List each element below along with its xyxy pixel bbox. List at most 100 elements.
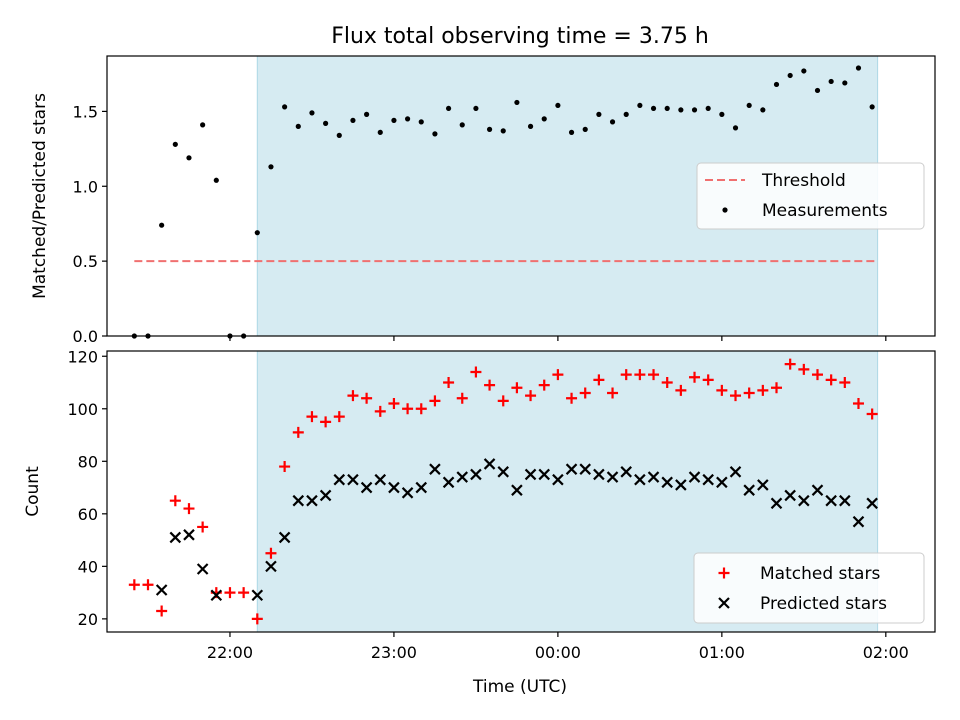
matched-star-point	[388, 398, 400, 410]
predicted-star-point	[634, 473, 646, 486]
measurement-point	[773, 81, 780, 88]
axes-frame	[106, 350, 936, 633]
matched-star-point	[156, 605, 168, 617]
predicted-star-point	[620, 466, 632, 478]
matched-star-point	[811, 369, 823, 381]
matched-star-point	[142, 579, 154, 591]
measurement-point	[787, 72, 793, 79]
matched-star-point	[620, 369, 632, 381]
measurement-point	[432, 131, 438, 137]
matched-star-point	[333, 411, 345, 423]
measurement-point	[445, 105, 452, 112]
matched-star-point	[292, 426, 304, 438]
matched-star-point	[415, 403, 427, 415]
measurement-point	[869, 104, 875, 110]
x-tick-label: 01:00	[699, 643, 745, 662]
predicted-star-point	[538, 468, 551, 481]
measurement-point	[760, 107, 766, 113]
matched-star-point	[484, 379, 496, 391]
predicted-star-point	[716, 476, 728, 489]
predicted-star-point	[360, 481, 373, 494]
matched-star-point	[279, 461, 291, 473]
predicted-star-point	[251, 589, 264, 602]
measurement-point	[295, 123, 301, 129]
predicted-star-point	[579, 463, 591, 475]
matched-star-point	[825, 374, 837, 386]
matched-star-point	[197, 521, 209, 533]
measurement-point	[391, 117, 397, 123]
measurement-point	[282, 104, 288, 110]
predicted-star-point	[784, 489, 796, 502]
measurement-point	[186, 155, 192, 161]
matched-star-point	[702, 374, 714, 386]
measurement-point	[213, 177, 219, 183]
measurement-point	[336, 132, 342, 138]
matched-star-point	[374, 405, 386, 417]
matched-star-point	[716, 384, 728, 396]
predicted-star-point	[183, 529, 195, 541]
predicted-star-point	[470, 468, 482, 481]
predicted-star-point	[347, 473, 359, 486]
predicted-star-point	[757, 479, 769, 491]
measurement-point	[350, 117, 356, 123]
measurement-point	[828, 78, 834, 85]
matched-star-point	[648, 369, 660, 381]
x-tick-label: 00:00	[535, 643, 581, 662]
matched-star-point	[607, 387, 619, 399]
measurement-point	[623, 111, 629, 117]
matched-star-point	[347, 390, 359, 402]
predicted-star-point	[401, 487, 414, 499]
matched-star-point	[525, 390, 537, 402]
measurement-point	[842, 80, 848, 86]
measurement-point	[814, 87, 821, 94]
predicted-star-point	[292, 494, 305, 507]
matched-star-point	[689, 371, 701, 383]
y-tick-label: 1.5	[73, 102, 98, 121]
matched-star-point	[771, 382, 783, 394]
measurement-point	[732, 125, 739, 131]
measurement-point	[514, 99, 520, 106]
matched-star-point	[743, 387, 755, 399]
measurement-point	[609, 119, 616, 125]
y-axis-label: Count	[23, 466, 43, 517]
legend: Matched stars Predicted stars	[693, 552, 925, 624]
y-tick-label: 20	[78, 610, 98, 629]
count-panel: 20 40 60 80 100 120 22:00 23:00 00:00 01:00 02:00 C…	[23, 347, 936, 662]
matched-star-point	[593, 374, 605, 386]
predicted-star-point	[442, 476, 455, 489]
legend-measurements-swatch	[722, 207, 728, 213]
measurement-point	[377, 129, 383, 135]
predicted-star-point	[825, 494, 837, 507]
measurement-point	[705, 105, 711, 112]
predicted-star-point	[811, 484, 824, 496]
predicted-star-point	[429, 463, 441, 475]
predicted-star-point	[729, 466, 742, 478]
matched-star-point	[634, 369, 646, 381]
matched-star-point	[224, 587, 236, 599]
predicted-star-point	[155, 584, 168, 596]
y-tick-label: 0.5	[73, 252, 98, 271]
measurement-point	[596, 111, 602, 117]
matched-star-point	[265, 547, 277, 559]
matched-star-point	[429, 395, 441, 407]
measurement-point	[855, 65, 862, 71]
y-tick-label: 40	[78, 557, 98, 576]
legend-box	[696, 162, 925, 230]
predicted-star-point	[278, 531, 291, 544]
matched-star-point	[661, 377, 673, 389]
matched-star-point	[566, 392, 578, 404]
measurement-point	[323, 120, 329, 126]
predicted-star-point	[374, 473, 387, 486]
matched-star-point	[839, 377, 851, 389]
measurement-point	[268, 164, 274, 170]
y-axis-label: Matched/Predicted stars	[30, 93, 50, 299]
measurement-point	[555, 102, 561, 109]
predicted-star-point	[852, 515, 865, 528]
measurement-point	[459, 122, 465, 128]
y-tick-label: 100	[67, 400, 98, 419]
axes-frame	[106, 55, 936, 337]
predicted-star-point	[265, 560, 277, 573]
measurement-point	[254, 230, 260, 236]
predicted-star-point	[702, 473, 714, 486]
